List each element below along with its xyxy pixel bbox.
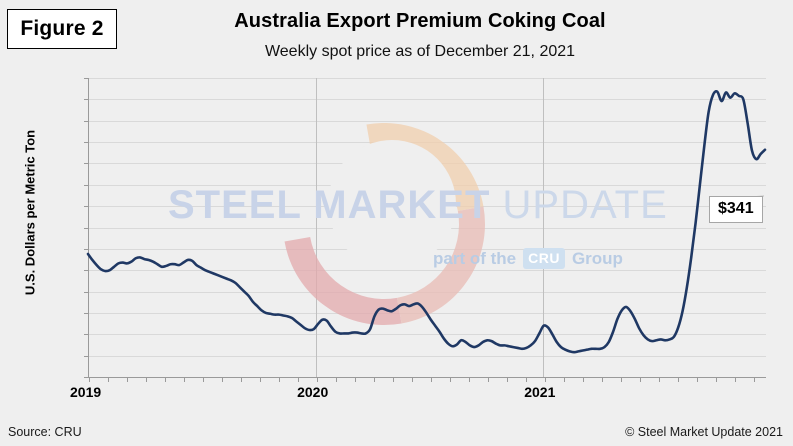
x-axis-tick [449,377,451,382]
x-axis-tick [715,377,717,382]
y-axis-tick [84,184,89,186]
x-axis-tick [240,377,242,382]
x-axis-tick [639,377,641,382]
x-axis-tick [658,377,660,382]
y-axis-tick [84,248,89,250]
x-axis-tick [297,377,299,382]
x-axis-tick [582,377,584,382]
year-divider [316,78,318,377]
x-axis-tick [620,377,622,382]
x-axis-tick [202,377,204,382]
x-axis-tick [316,377,318,382]
x-axis-tick [164,377,166,382]
gridline [89,99,766,101]
x-axis-tick [468,377,470,382]
x-axis-tick [487,377,489,382]
x-axis-tick [89,377,90,382]
x-axis-tick [335,377,337,382]
x-axis-tick [392,377,394,382]
y-axis-tick [84,291,89,293]
gridline [89,334,766,336]
x-axis-tick [373,377,375,382]
y-axis-tick [84,163,89,165]
x-axis-tick [753,377,755,382]
callout-value-label: $341 [709,196,763,223]
x-axis-tick [525,377,527,382]
x-axis-tick [506,377,508,382]
x-axis-tick [221,377,223,382]
y-axis-tick [84,334,89,336]
x-axis-tick [183,377,185,382]
x-axis-tick [544,377,546,382]
y-axis-tick [84,312,89,314]
x-axis-tick [107,377,109,382]
x-axis-tick [601,377,603,382]
gridline [89,291,766,293]
series-line-chart [86,90,767,354]
x-axis-tick [411,377,413,382]
x-axis-tick [259,377,261,382]
x-axis-label: 2019 [70,384,102,400]
gridline [89,270,766,272]
y-axis-tick [84,78,89,79]
gridline [89,120,766,122]
x-axis-tick [430,377,432,382]
callout-leader-line [708,195,765,202]
y-axis-tick [84,227,89,229]
source-note: Source: CRU [8,425,82,439]
y-axis-tick [84,270,89,272]
y-axis-tick [84,355,89,357]
x-axis-tick [126,377,128,382]
y-axis-tick [84,120,89,122]
chart-subtitle: Weekly spot price as of December 21, 202… [264,43,576,60]
y-axis-tick [84,206,89,208]
figure-badge: Figure 2 [7,9,117,49]
gridline [89,355,766,357]
chart-title: Australia Export Premium Coking Coal [234,10,606,32]
x-axis-label: 2021 [524,384,556,400]
y-axis-tick [84,99,89,101]
gridline [89,78,766,79]
x-axis-tick [696,377,698,382]
x-axis-tick [145,377,147,382]
x-axis-tick [354,377,356,382]
x-axis-label: 2020 [297,384,329,400]
x-axis-tick [734,377,736,382]
y-axis-tick [84,377,89,378]
y-axis-tick [84,142,89,144]
x-axis-tick [563,377,565,382]
copyright-note: © Steel Market Update 2021 [625,425,783,439]
x-axis-tick [677,377,679,382]
series-line [86,90,767,354]
year-divider [543,78,545,377]
x-axis-tick [278,377,280,382]
y-axis-title: U.S. Dollars per Metric Ton [22,129,38,296]
